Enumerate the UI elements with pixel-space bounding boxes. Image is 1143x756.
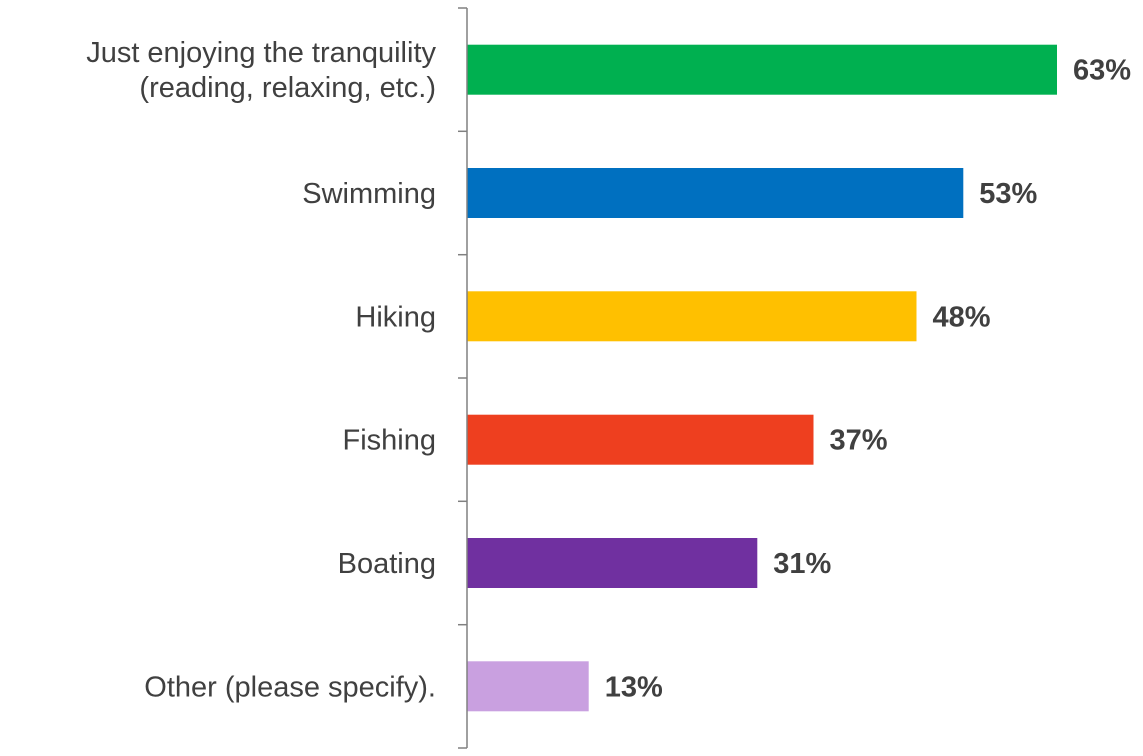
category-label-line: Hiking	[355, 301, 436, 333]
value-label-0: 63%	[1073, 55, 1131, 87]
category-axis	[458, 7, 468, 749]
bar-3	[467, 414, 814, 465]
category-label-line: Boating	[338, 548, 436, 580]
bar-5	[467, 661, 589, 712]
value-label-2: 48%	[933, 301, 991, 333]
category-labels-group: Just enjoying the tranquility (reading, r…	[86, 37, 436, 703]
category-label-2: Hiking	[355, 301, 436, 333]
category-label-3: Fishing	[343, 425, 437, 457]
category-label-4: Boating	[338, 548, 436, 580]
value-labels-group: 63% 53% 48% 37% 31% 13%	[605, 55, 1132, 704]
category-label-1: Swimming	[302, 178, 436, 210]
bars-group	[467, 44, 1057, 712]
category-label-line: Swimming	[302, 178, 436, 210]
bar-4	[467, 538, 758, 588]
value-label-3: 37%	[830, 425, 888, 457]
value-label-5: 13%	[605, 671, 663, 703]
value-label-1: 53%	[979, 178, 1037, 210]
value-label-4: 31%	[773, 548, 831, 580]
category-label-line: Other (please specify).	[144, 671, 436, 703]
category-label-line: (reading, relaxing, etc.)	[139, 72, 436, 104]
category-label-line: Fishing	[343, 425, 437, 457]
category-label-line: Just enjoying the tranquility	[86, 37, 436, 69]
category-label-0: Just enjoying the tranquility (reading, r…	[86, 37, 436, 104]
category-label-5: Other (please specify).	[144, 671, 436, 703]
bar-2	[467, 291, 917, 342]
bar-1	[467, 168, 964, 218]
bar-0	[467, 44, 1057, 95]
